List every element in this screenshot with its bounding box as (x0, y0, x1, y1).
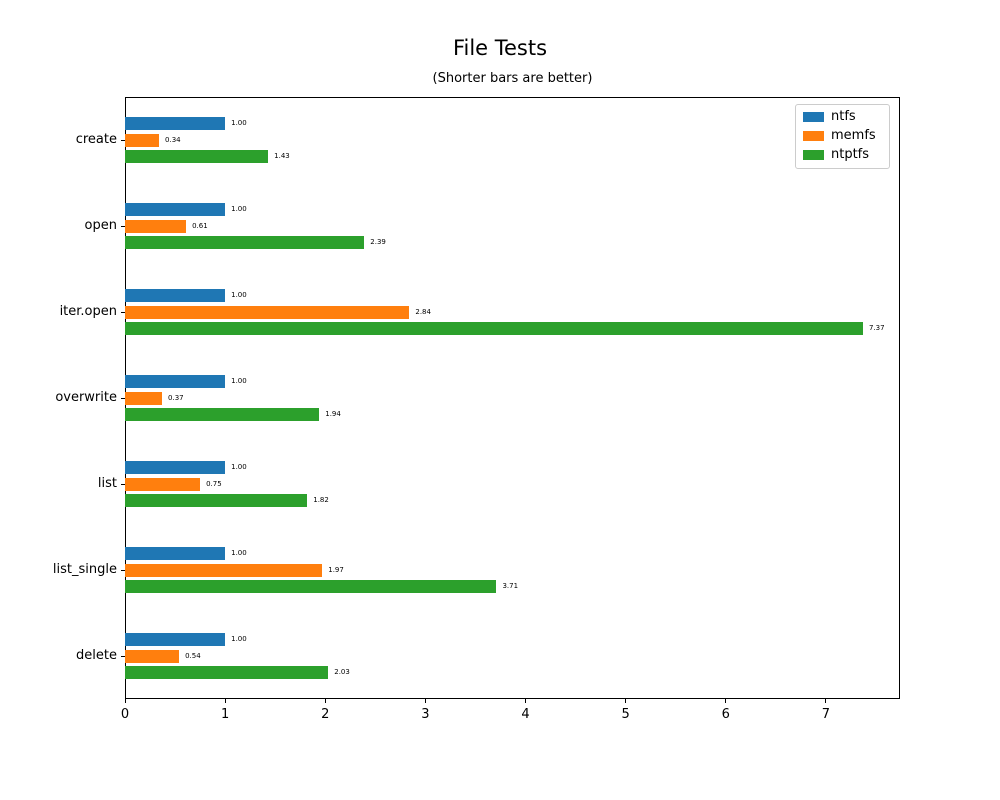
x-tick (424, 699, 426, 703)
category-label: create (75, 132, 117, 147)
x-tick-label: 0 (120, 707, 130, 722)
chart-subtitle: (Shorter bars are better) (432, 71, 593, 86)
bar-ntptfs (125, 580, 497, 593)
bar-value-label: 1.00 (231, 463, 247, 471)
y-tick (121, 655, 125, 657)
legend-label: memfs (831, 128, 876, 143)
plot-area (125, 97, 900, 699)
legend-label: ntptfs (831, 147, 870, 162)
category-label: iter.open (59, 304, 117, 319)
bar-value-label: 0.75 (206, 479, 222, 488)
bar-value-label: 7.37 (868, 324, 885, 332)
x-tick-label: 1 (220, 707, 230, 722)
bar-value-label: 2.84 (415, 307, 431, 316)
chart-title: File Tests (452, 36, 548, 60)
x-tick-label: 7 (821, 707, 831, 722)
bar-ntptfs (125, 408, 320, 421)
bar-ntfs (125, 461, 226, 474)
bar-ntfs (125, 633, 226, 646)
bar-ntptfs (125, 666, 329, 679)
bar-ntptfs (125, 236, 365, 249)
bar-ntptfs (125, 150, 269, 163)
bar-value-label: 2.39 (370, 238, 386, 246)
x-tick-label: 3 (421, 707, 430, 722)
bar-value-label: 1.43 (274, 152, 290, 160)
x-tick (625, 699, 627, 703)
bar-ntfs (125, 289, 226, 302)
category-label: overwrite (55, 390, 117, 405)
x-tick-label: 4 (521, 707, 530, 722)
category-label: list_single (52, 562, 117, 577)
legend-row: memfs (796, 129, 889, 143)
bar-ntfs (125, 547, 226, 560)
bar-memfs (125, 477, 201, 491)
bar-value-label: 2.03 (334, 668, 350, 676)
x-tick (725, 699, 727, 703)
bar-memfs (125, 563, 323, 577)
bar-value-label: 1.00 (231, 291, 247, 299)
bar-value-label: 1.00 (231, 377, 247, 385)
legend-swatch-ntptfs (803, 150, 824, 160)
bar-ntfs (125, 375, 226, 388)
bar-value-label: 1.82 (313, 496, 329, 504)
bar-value-label: 0.37 (168, 393, 184, 402)
legend-row: ntptfs (796, 148, 889, 162)
category-label: delete (76, 648, 117, 663)
bar-value-label: 1.00 (231, 119, 247, 127)
bar-value-label: 1.97 (328, 565, 344, 574)
category-label: list (97, 476, 117, 491)
legend-label: ntfs (831, 109, 856, 124)
bar-memfs (125, 391, 163, 405)
y-tick (121, 569, 125, 571)
legend-swatch-memfs (803, 131, 824, 141)
y-tick (121, 397, 125, 399)
bar-ntptfs (125, 322, 863, 335)
y-tick (121, 225, 125, 227)
bar-value-label: 1.00 (231, 205, 247, 213)
x-tick-label: 5 (621, 707, 630, 722)
bar-value-label: 0.54 (185, 651, 201, 660)
bar-ntfs (125, 203, 226, 216)
legend-swatch-ntfs (803, 112, 824, 122)
x-tick (224, 699, 226, 703)
legend: ntfs memfs ntptfs (795, 104, 890, 169)
x-tick (324, 699, 326, 703)
y-tick (121, 139, 125, 141)
bar-value-label: 1.00 (231, 635, 247, 643)
legend-row: ntfs (796, 110, 889, 124)
bar-memfs (125, 133, 160, 147)
bar-value-label: 3.71 (502, 582, 519, 590)
x-tick (525, 699, 527, 703)
y-tick (121, 311, 125, 313)
bar-memfs (125, 305, 410, 319)
category-label: open (84, 218, 117, 233)
bar-memfs (125, 649, 180, 663)
y-tick (121, 483, 125, 485)
x-tick (825, 699, 827, 703)
x-tick (124, 699, 126, 703)
bar-ntptfs (125, 494, 308, 507)
bar-value-label: 1.94 (325, 410, 341, 418)
bar-memfs (125, 219, 187, 233)
bar-ntfs (125, 117, 226, 130)
bar-value-label: 0.34 (165, 135, 181, 144)
bar-value-label: 0.61 (192, 221, 208, 230)
bar-value-label: 1.00 (231, 549, 247, 557)
x-tick-label: 2 (321, 707, 330, 722)
x-tick-label: 6 (721, 707, 730, 722)
